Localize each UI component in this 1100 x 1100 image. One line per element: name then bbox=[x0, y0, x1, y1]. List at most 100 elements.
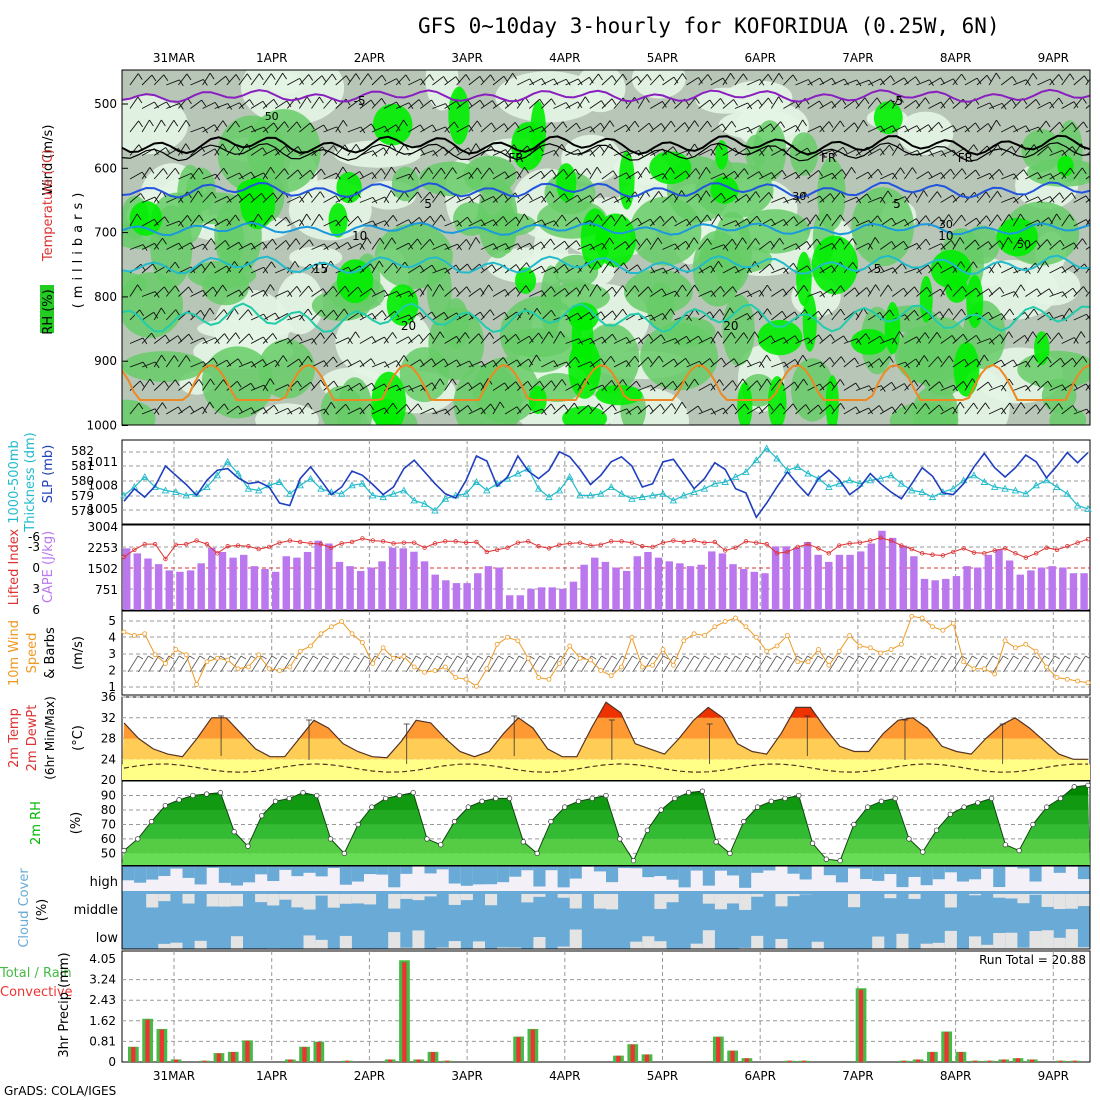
wind-barb-flag bbox=[189, 405, 195, 413]
wind-barb-flag bbox=[781, 170, 787, 177]
wind10-barb bbox=[869, 655, 880, 673]
wind-barb bbox=[395, 219, 409, 227]
wind-barb bbox=[976, 338, 991, 344]
cape-bar bbox=[346, 566, 354, 610]
mid-cloud-gap bbox=[267, 894, 280, 906]
wind-barb bbox=[166, 103, 180, 109]
wind-barb bbox=[1061, 242, 1075, 250]
lifted-index-point bbox=[733, 545, 738, 550]
rh2m-point bbox=[727, 850, 733, 857]
wind-barb bbox=[577, 361, 591, 368]
wind-barb bbox=[311, 408, 325, 415]
high-cloud-block bbox=[969, 866, 982, 880]
high-cloud-block bbox=[1029, 866, 1042, 882]
wind-barb bbox=[964, 217, 977, 227]
wind-barb bbox=[432, 284, 441, 297]
wind-barb bbox=[783, 144, 794, 156]
wind-barb-flag bbox=[444, 243, 450, 251]
thickness-point bbox=[1042, 476, 1051, 484]
wind-barb bbox=[807, 290, 821, 297]
wind-barb bbox=[492, 357, 504, 368]
high-cloud-block bbox=[1005, 866, 1018, 868]
wind-barb bbox=[480, 378, 489, 391]
wind-barb bbox=[843, 148, 857, 156]
wind-barb bbox=[153, 286, 165, 297]
wind-barb bbox=[541, 238, 551, 250]
thickness-point bbox=[845, 476, 854, 484]
wind-barb bbox=[698, 190, 707, 203]
wind-barb bbox=[456, 332, 466, 344]
cape-bar bbox=[697, 564, 705, 610]
wind-barb bbox=[1013, 79, 1027, 86]
precip-convective-bar bbox=[173, 1059, 179, 1062]
wind-barb-flag bbox=[516, 406, 522, 413]
rh2m-point bbox=[176, 797, 182, 803]
wind-barb bbox=[275, 337, 289, 344]
wind-barb bbox=[166, 79, 180, 86]
rh2m-point bbox=[892, 795, 898, 802]
cape-bar bbox=[367, 567, 376, 610]
wind-barb-flag bbox=[818, 310, 823, 318]
wind10-barb-flag bbox=[292, 655, 298, 660]
thickness-label-a: 1000-500mb bbox=[7, 440, 22, 524]
wind-barb-flag bbox=[224, 333, 229, 340]
lifted-index-point bbox=[173, 542, 179, 548]
wind-barb bbox=[867, 385, 882, 391]
wind-barb-flag bbox=[248, 286, 254, 294]
wind10-barb-flag bbox=[426, 655, 432, 660]
wind-barb bbox=[625, 217, 638, 227]
temp2m-tick: 32 bbox=[101, 711, 116, 725]
wind-barb bbox=[589, 403, 600, 415]
wind-barb bbox=[1061, 214, 1070, 227]
wind-barb bbox=[1049, 239, 1061, 250]
wind10-barb-flag bbox=[343, 655, 350, 660]
wind-barb-flag bbox=[396, 291, 402, 298]
wind-barb bbox=[892, 240, 904, 250]
wind-barb bbox=[831, 214, 841, 227]
wind-barb bbox=[456, 382, 469, 391]
wind-barb-flag bbox=[503, 335, 509, 342]
wind-barb-flag bbox=[344, 285, 350, 293]
wind-barb-flag bbox=[273, 99, 279, 106]
wind-barb bbox=[1061, 382, 1074, 391]
rh2m-band bbox=[122, 838, 1090, 854]
wind-barb-flag bbox=[408, 336, 413, 343]
thickness-tick: 580 bbox=[71, 474, 94, 488]
wind10-speed-point bbox=[567, 643, 573, 649]
mid-cloud-gap bbox=[303, 894, 316, 910]
wind-barb-flag bbox=[198, 214, 204, 222]
chart-title: GFS 0~10day 3-hourly for KOFORIDUA (0.25… bbox=[418, 14, 1000, 38]
wind-barb bbox=[432, 243, 446, 250]
wind-barb bbox=[783, 74, 794, 86]
wind-barb-flag bbox=[251, 242, 256, 250]
wind-barb bbox=[916, 264, 929, 274]
wind-barb-flag bbox=[294, 260, 300, 268]
wind10-barb-flag bbox=[827, 655, 834, 660]
wind-barb bbox=[770, 73, 780, 86]
wind-barb bbox=[371, 125, 385, 133]
wind-barb bbox=[129, 361, 144, 368]
wind-barb bbox=[383, 291, 398, 297]
wind-barb-flag bbox=[682, 73, 687, 80]
wind-barb-flag bbox=[780, 121, 786, 128]
wind-barb-flag bbox=[1035, 404, 1041, 411]
thickness-point bbox=[721, 478, 729, 485]
wind-barb bbox=[831, 98, 843, 109]
temp2m-label-c: (6hr Min/Max) bbox=[43, 696, 57, 780]
wind-barb bbox=[710, 77, 724, 86]
wind-barb bbox=[153, 168, 164, 180]
wind10-barb-flag bbox=[549, 655, 556, 660]
wind-barb bbox=[1073, 383, 1087, 391]
wind-barb-flag bbox=[1083, 286, 1088, 293]
wind-barb-flag bbox=[566, 361, 571, 369]
wind10-speed-point bbox=[722, 619, 728, 624]
wind-barb bbox=[976, 241, 989, 250]
wind10-speed-point bbox=[774, 643, 780, 649]
thickness-point bbox=[565, 473, 574, 480]
precip-convective-bar bbox=[1058, 1060, 1063, 1062]
high-cloud-block bbox=[485, 866, 498, 885]
wind-barb-flag bbox=[227, 103, 233, 110]
wind-barb bbox=[347, 312, 360, 321]
wind-barb bbox=[976, 354, 985, 368]
wind-barb-flag bbox=[179, 220, 184, 228]
